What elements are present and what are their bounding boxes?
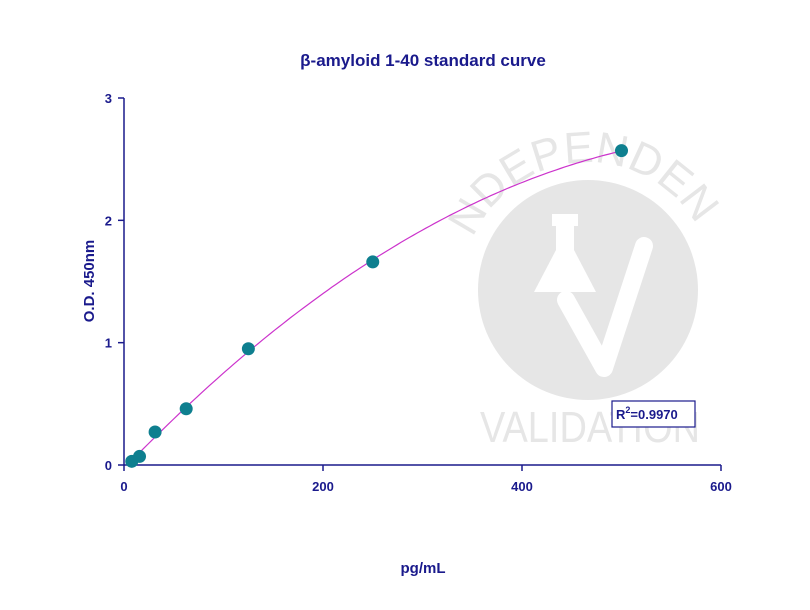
data-points	[125, 144, 628, 468]
r2-frame	[611, 400, 696, 428]
x-ticks: 0 200 400 600	[120, 465, 732, 494]
x-tick-label: 400	[511, 479, 533, 494]
y-ticks: 0 1 2 3	[105, 91, 124, 473]
data-point	[179, 402, 193, 416]
r2-box: R2=0.9970	[611, 400, 696, 428]
x-tick-label: 600	[710, 479, 732, 494]
y-axis-label: O.D. 450nm	[81, 240, 98, 323]
y-tick-label: 3	[105, 91, 112, 106]
x-axis-label: pg/mL	[401, 560, 446, 577]
data-point	[241, 342, 255, 356]
data-point	[366, 255, 380, 269]
check-mark-icon	[557, 237, 653, 377]
y-tick-label: 0	[105, 458, 112, 473]
y-tick-label: 2	[105, 213, 112, 228]
axes	[123, 98, 721, 466]
data-point	[133, 449, 147, 463]
data-point	[615, 144, 628, 158]
data-point	[148, 425, 162, 439]
chart-title: β-amyloid 1-40 standard curve	[300, 51, 546, 70]
x-tick-label: 200	[312, 479, 334, 494]
flask-icon	[534, 214, 596, 292]
x-tick-label: 0	[120, 479, 127, 494]
r2-label: R2=0.9970	[616, 405, 678, 422]
y-tick-label: 1	[105, 336, 112, 351]
